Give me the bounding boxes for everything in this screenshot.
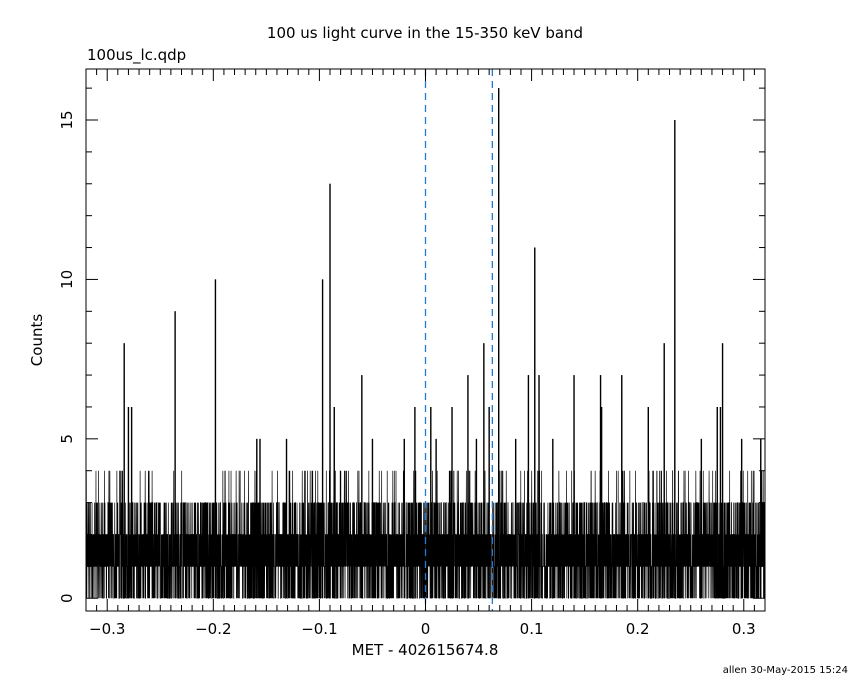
x-tick-label: −0.1 — [301, 620, 337, 638]
x-tick-label: 0.2 — [626, 620, 650, 638]
y-tick-label: 0 — [58, 593, 76, 603]
x-tick-label: −0.2 — [195, 620, 231, 638]
vertical-markers — [424, 69, 493, 611]
x-tick-label: 0 — [421, 620, 431, 638]
light-curve-line — [85, 88, 766, 599]
chart-title: 100 us light curve in the 15-350 keV ban… — [267, 24, 583, 42]
footer-credit: allen 30-May-2015 15:24 — [723, 665, 848, 676]
axis-ticks: −0.3 −0.2 −0.1 0 0.1 0.2 0.3 0 5 10 15 — [58, 69, 766, 638]
y-tick-label: 5 — [58, 434, 76, 444]
chart-subtitle: 100us_lc.qdp — [87, 46, 186, 65]
x-tick-label: 0.3 — [732, 620, 756, 638]
x-tick-label: 0.1 — [520, 620, 544, 638]
y-tick-label: 15 — [58, 110, 76, 129]
y-axis-label: Counts — [28, 314, 46, 367]
y-tick-label: 10 — [58, 270, 76, 289]
light-curve-series — [85, 88, 766, 599]
x-tick-label: −0.3 — [89, 620, 125, 638]
x-axis-label: MET - 402615674.8 — [352, 641, 499, 659]
